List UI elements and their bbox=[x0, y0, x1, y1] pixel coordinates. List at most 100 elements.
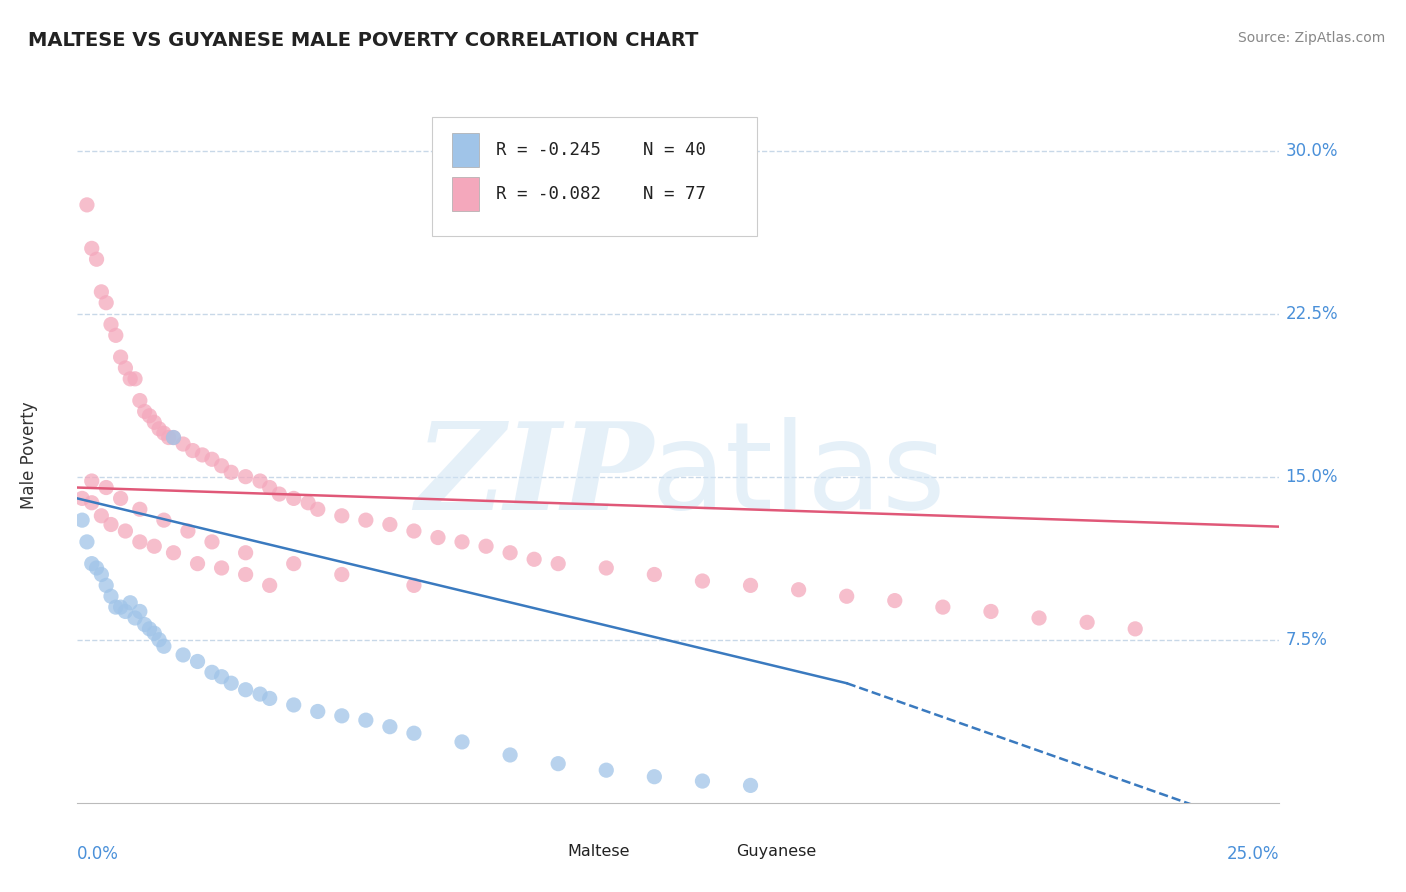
Text: atlas: atlas bbox=[651, 417, 946, 534]
Point bbox=[595, 561, 617, 575]
Point bbox=[80, 241, 103, 255]
Point bbox=[134, 404, 156, 418]
Point bbox=[181, 443, 204, 458]
Point bbox=[186, 557, 209, 571]
Point bbox=[692, 574, 714, 588]
Point bbox=[499, 747, 522, 762]
Point bbox=[114, 524, 136, 538]
Text: 25.0%: 25.0% bbox=[1227, 845, 1279, 863]
Point bbox=[153, 639, 176, 653]
Point bbox=[643, 567, 665, 582]
Point bbox=[86, 252, 108, 267]
Point bbox=[259, 481, 281, 495]
Text: 22.5%: 22.5% bbox=[1285, 304, 1339, 323]
Point bbox=[451, 535, 474, 549]
Point bbox=[835, 589, 858, 603]
Point bbox=[124, 372, 146, 386]
Point bbox=[143, 626, 166, 640]
Point bbox=[124, 611, 146, 625]
Text: 30.0%: 30.0% bbox=[1285, 142, 1339, 160]
Point bbox=[191, 448, 214, 462]
Point bbox=[70, 491, 93, 506]
Point bbox=[740, 578, 762, 592]
Point bbox=[1076, 615, 1098, 630]
Point bbox=[249, 687, 271, 701]
Point bbox=[96, 481, 118, 495]
Point bbox=[547, 557, 569, 571]
Point bbox=[148, 422, 170, 436]
Text: R = -0.082    N = 77: R = -0.082 N = 77 bbox=[496, 185, 706, 203]
Text: Guyanese: Guyanese bbox=[737, 844, 817, 859]
Point bbox=[128, 502, 150, 516]
Point bbox=[1123, 622, 1146, 636]
Point bbox=[354, 713, 377, 727]
Point bbox=[80, 496, 103, 510]
Point bbox=[547, 756, 569, 771]
Point bbox=[90, 567, 112, 582]
Point bbox=[162, 546, 184, 560]
Point bbox=[692, 774, 714, 789]
Point bbox=[330, 508, 353, 523]
Point bbox=[70, 513, 93, 527]
Point bbox=[354, 513, 377, 527]
Point bbox=[1028, 611, 1050, 625]
Text: Source: ZipAtlas.com: Source: ZipAtlas.com bbox=[1237, 31, 1385, 45]
Point bbox=[128, 393, 150, 408]
Point bbox=[201, 452, 224, 467]
Point bbox=[740, 778, 762, 792]
Point bbox=[643, 770, 665, 784]
Point bbox=[114, 360, 136, 375]
Point bbox=[211, 458, 233, 473]
Point bbox=[143, 415, 166, 429]
Point bbox=[76, 535, 98, 549]
Point bbox=[307, 705, 329, 719]
Point bbox=[235, 682, 257, 697]
Point bbox=[269, 487, 291, 501]
Point bbox=[330, 567, 353, 582]
Text: R = -0.245    N = 40: R = -0.245 N = 40 bbox=[496, 141, 706, 159]
Point bbox=[96, 295, 118, 310]
Text: Male Poverty: Male Poverty bbox=[20, 401, 38, 508]
Point bbox=[201, 535, 224, 549]
Point bbox=[402, 524, 425, 538]
Point bbox=[76, 198, 98, 212]
Point bbox=[110, 491, 132, 506]
Text: Maltese: Maltese bbox=[568, 844, 630, 859]
Point bbox=[120, 372, 142, 386]
Point bbox=[172, 648, 194, 662]
Point bbox=[235, 567, 257, 582]
Point bbox=[595, 763, 617, 777]
Text: 0.0%: 0.0% bbox=[77, 845, 120, 863]
Point bbox=[138, 622, 160, 636]
Point bbox=[120, 596, 142, 610]
Point bbox=[219, 676, 242, 690]
Point bbox=[110, 600, 132, 615]
Point bbox=[80, 474, 103, 488]
FancyBboxPatch shape bbox=[703, 842, 728, 862]
Point bbox=[104, 328, 127, 343]
Point bbox=[883, 593, 905, 607]
Point bbox=[451, 735, 474, 749]
Text: 7.5%: 7.5% bbox=[1285, 631, 1327, 648]
Point bbox=[402, 578, 425, 592]
Point bbox=[235, 546, 257, 560]
Point bbox=[259, 578, 281, 592]
Point bbox=[104, 600, 127, 615]
Point bbox=[90, 508, 112, 523]
Point bbox=[86, 561, 108, 575]
Point bbox=[148, 632, 170, 647]
Point bbox=[787, 582, 810, 597]
Point bbox=[96, 578, 118, 592]
Point bbox=[307, 502, 329, 516]
Point bbox=[475, 539, 498, 553]
FancyBboxPatch shape bbox=[453, 178, 479, 211]
Point bbox=[249, 474, 271, 488]
FancyBboxPatch shape bbox=[534, 842, 561, 862]
Point bbox=[128, 605, 150, 619]
Point bbox=[283, 557, 305, 571]
Point bbox=[138, 409, 160, 423]
Point bbox=[211, 670, 233, 684]
Point bbox=[162, 431, 184, 445]
Point bbox=[80, 557, 103, 571]
Point bbox=[523, 552, 546, 566]
